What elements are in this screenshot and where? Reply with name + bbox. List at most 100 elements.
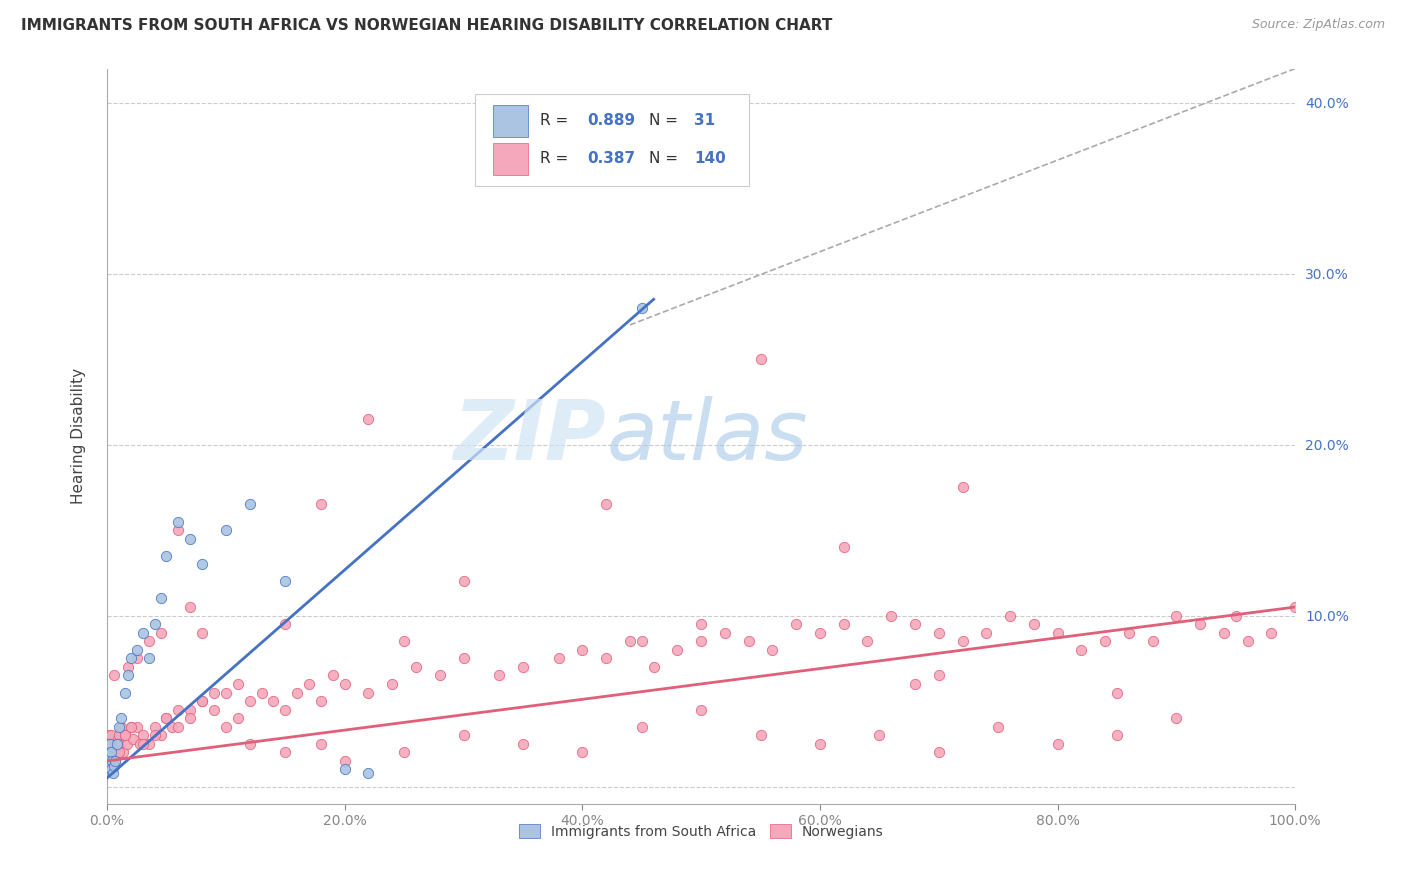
Point (453, 574, 475, 589)
Point (108, 745, 131, 759)
Text: R =: R = (540, 152, 572, 166)
Point (749, 728, 772, 742)
Point (357, 412, 380, 426)
Point (155, 711, 177, 725)
Point (114, 685, 136, 699)
Point (405, 660, 427, 674)
Point (630, 720, 652, 734)
Point (114, 728, 136, 742)
Point (155, 549, 177, 563)
Point (132, 737, 155, 751)
Point (129, 737, 152, 751)
Text: 0.889: 0.889 (588, 113, 636, 128)
Point (1118, 625, 1140, 640)
Point (110, 720, 132, 734)
FancyBboxPatch shape (475, 95, 748, 186)
Point (488, 668, 510, 682)
Point (104, 754, 127, 768)
Point (357, 765, 380, 780)
Legend: Immigrants from South Africa, Norwegians: Immigrants from South Africa, Norwegians (513, 819, 889, 845)
Point (274, 617, 297, 632)
Point (98, 754, 121, 768)
Text: 140: 140 (695, 152, 725, 166)
Text: R =: R = (540, 113, 572, 128)
Point (120, 651, 142, 665)
Point (392, 634, 415, 648)
FancyBboxPatch shape (494, 105, 527, 137)
Point (761, 642, 783, 657)
Point (1046, 625, 1069, 640)
Text: atlas: atlas (606, 395, 807, 476)
Point (114, 728, 136, 742)
Point (952, 634, 974, 648)
Point (97, 745, 120, 759)
Point (191, 625, 214, 640)
Point (928, 668, 950, 682)
Point (749, 352, 772, 367)
Point (690, 634, 713, 648)
Point (880, 608, 903, 623)
Point (547, 651, 569, 665)
Point (453, 651, 475, 665)
Point (1094, 634, 1116, 648)
Point (1166, 711, 1188, 725)
Point (1284, 600, 1306, 615)
Point (1225, 608, 1247, 623)
Point (1022, 617, 1045, 632)
Point (191, 694, 214, 708)
Point (239, 737, 262, 751)
Point (512, 660, 534, 674)
Point (105, 737, 128, 751)
Point (202, 685, 225, 699)
Point (595, 651, 617, 665)
Point (100, 737, 122, 751)
Point (1213, 625, 1236, 640)
Point (179, 703, 201, 717)
Point (239, 498, 262, 512)
Point (191, 694, 214, 708)
Point (381, 677, 404, 691)
Point (179, 600, 201, 615)
Point (138, 737, 160, 751)
Point (904, 677, 927, 691)
Point (1236, 634, 1258, 648)
Point (974, 625, 997, 640)
Point (309, 498, 332, 512)
Point (103, 668, 125, 682)
Point (117, 737, 139, 751)
Point (619, 634, 641, 648)
Point (104, 754, 127, 768)
Point (690, 617, 713, 632)
Point (108, 737, 131, 751)
Text: N =: N = (650, 113, 683, 128)
Point (808, 625, 831, 640)
Point (215, 685, 238, 699)
Point (100, 728, 122, 742)
Text: Source: ZipAtlas.com: Source: ZipAtlas.com (1251, 18, 1385, 31)
Y-axis label: Hearing Disability: Hearing Disability (72, 368, 86, 504)
Point (202, 703, 225, 717)
Point (105, 745, 128, 759)
Point (808, 737, 831, 751)
Point (111, 745, 134, 759)
Point (928, 625, 950, 640)
Point (100, 745, 122, 759)
Point (103, 737, 125, 751)
Point (785, 617, 807, 632)
Point (100, 745, 122, 759)
Point (832, 540, 855, 554)
Point (571, 745, 593, 759)
Point (110, 711, 132, 725)
Point (97, 745, 120, 759)
Point (179, 532, 201, 546)
Point (1046, 737, 1069, 751)
Point (453, 728, 475, 742)
Point (274, 703, 297, 717)
Point (103, 759, 125, 773)
Point (98, 748, 121, 763)
Point (547, 172, 569, 186)
Point (1189, 617, 1212, 632)
Point (101, 754, 124, 768)
FancyBboxPatch shape (494, 143, 527, 176)
Point (298, 677, 321, 691)
